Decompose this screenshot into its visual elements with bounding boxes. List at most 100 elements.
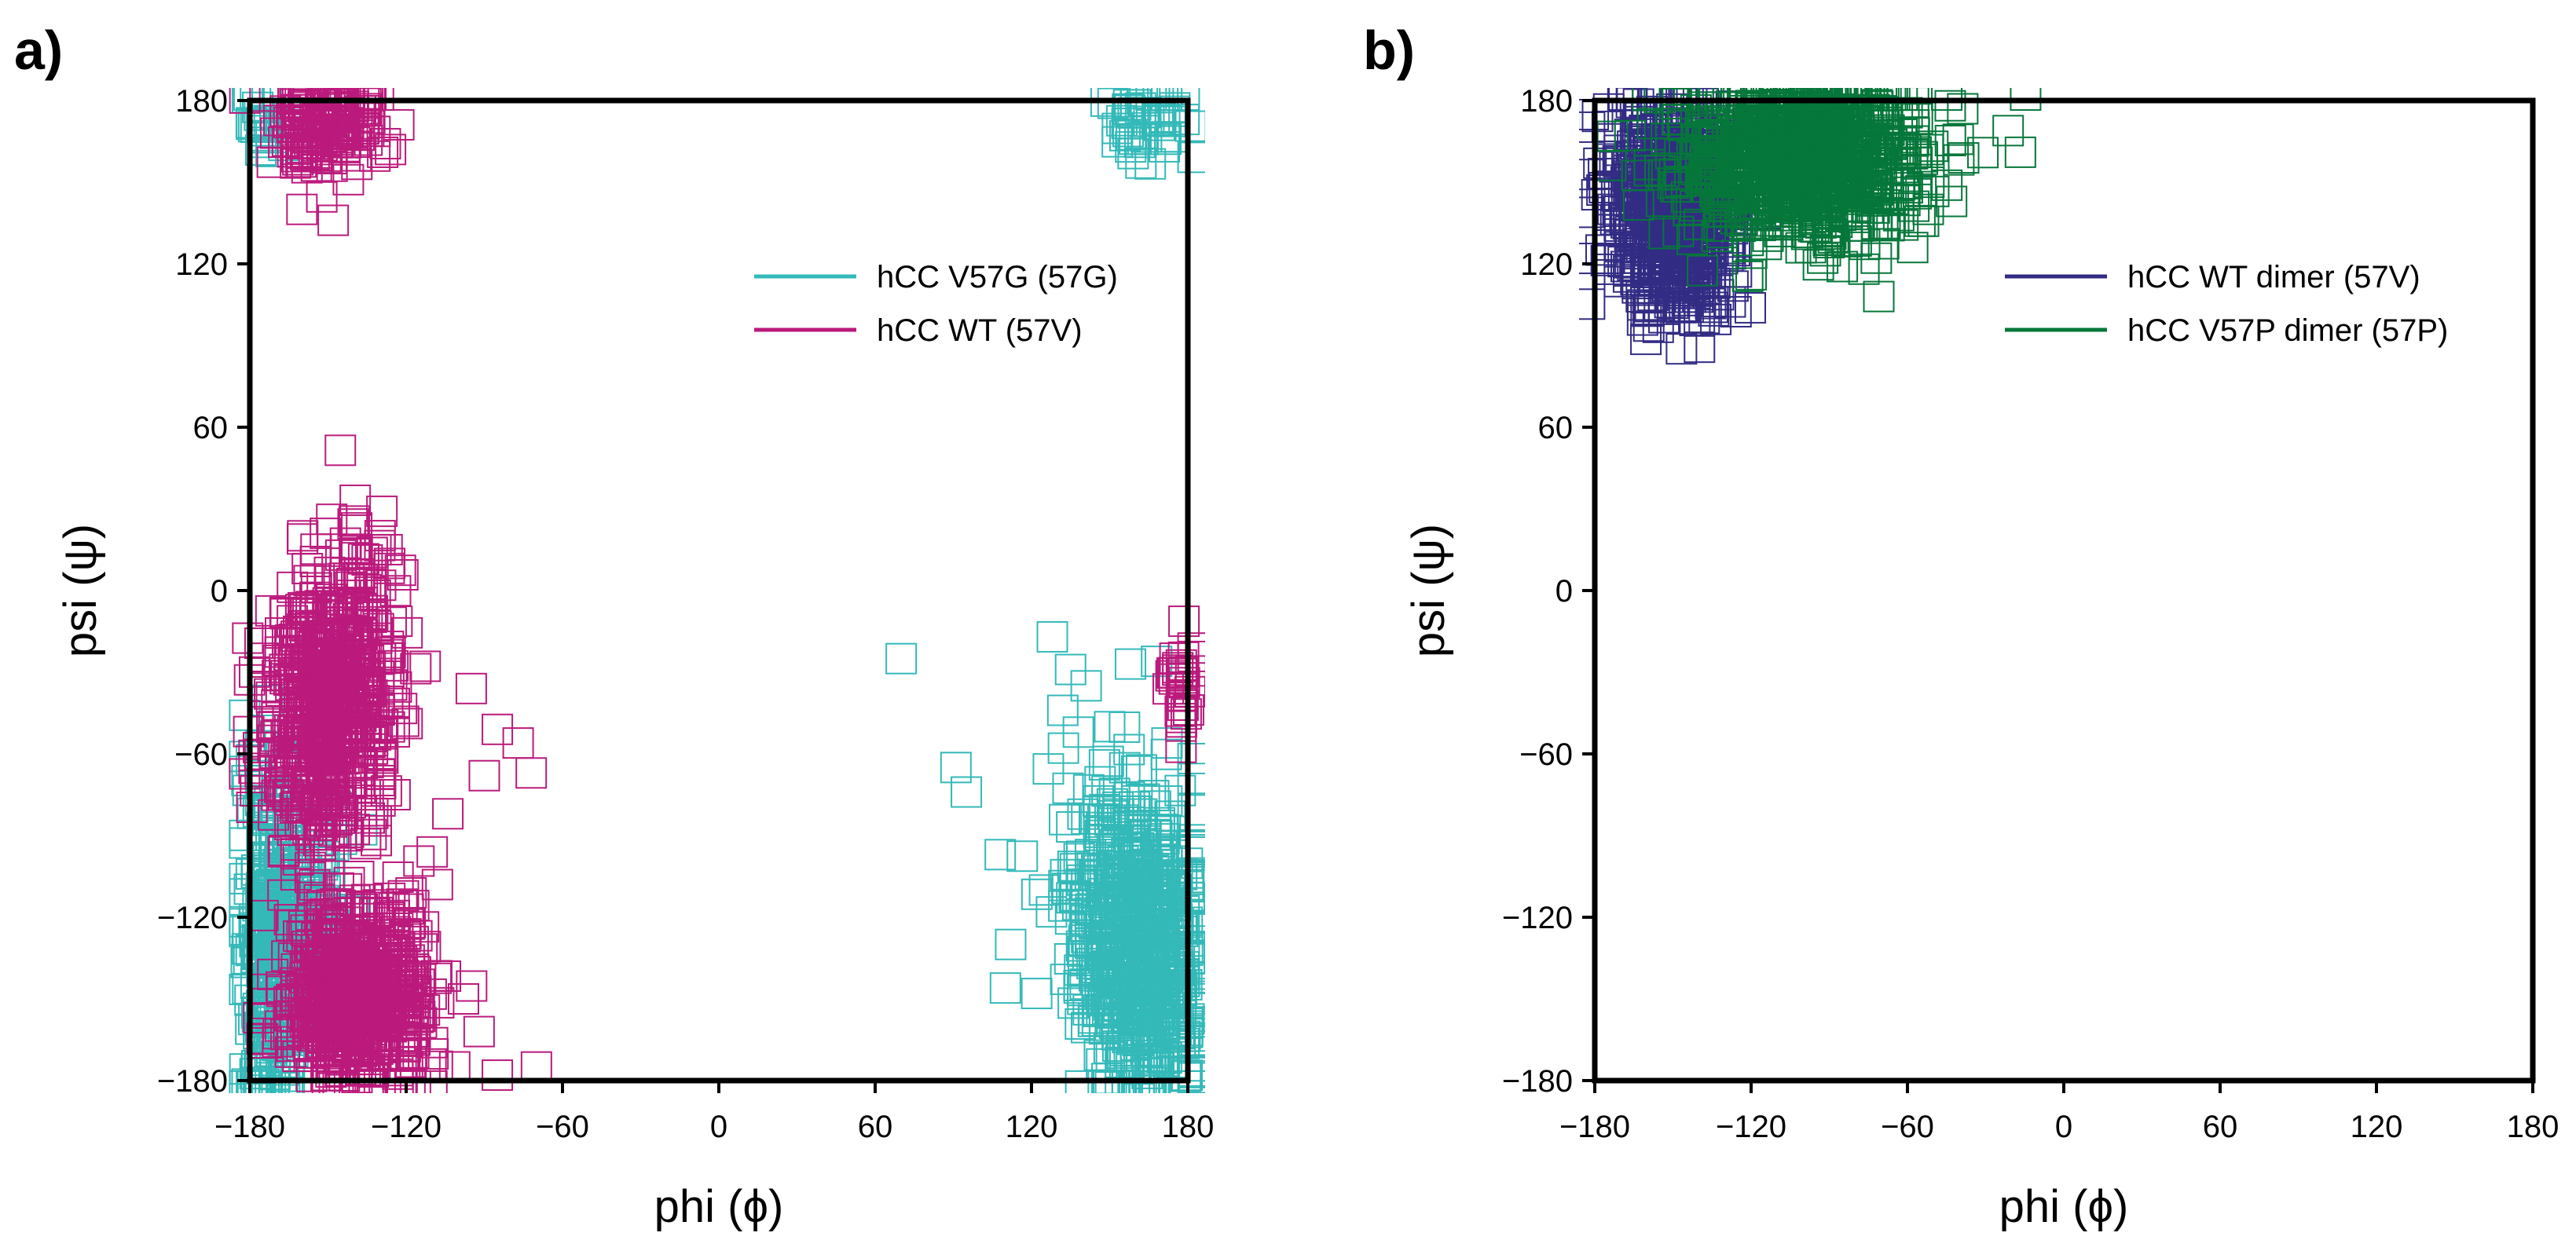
data-point [1815,218,1847,251]
data-point [1167,641,1200,673]
data-point [1813,216,1845,248]
data-point [1854,133,1886,165]
data-point [1143,891,1175,924]
data-point [1070,670,1102,702]
data-point [1901,146,1933,178]
data-point [1819,129,1852,161]
data-point [984,839,1017,871]
x-axis-title-b: phi (ϕ) [1999,1181,2129,1232]
data-point [1728,197,1760,229]
data-point [1665,291,1697,324]
data-point [1860,242,1893,274]
x-tick-label: −60 [536,1110,589,1144]
data-point [1647,159,1680,191]
data-point [269,598,302,630]
data-point [349,1011,381,1044]
data-point [1132,937,1164,969]
data-point [1166,673,1198,705]
data-point [1783,92,1815,124]
data-point [1168,88,1200,112]
data-point [1162,654,1194,686]
data-point [482,1059,514,1092]
data-point [1758,106,1790,138]
data-point [288,982,320,1015]
data-point [416,1070,448,1093]
data-point [1841,150,1873,182]
data-point [1146,814,1178,846]
panel-b: b) −180 −180 −120 −120 −60 −60 0 0 60 60 120 120 180… [1363,20,2559,1232]
data-point [300,934,332,966]
data-point [421,869,453,901]
data-point [1125,147,1157,179]
data-point [1622,188,1654,221]
data-point [1827,251,1859,283]
data-point [1897,125,1929,157]
legend-a: hCC V57G (57G) hCC WT (57V) [754,260,1118,348]
x-tick-label: −120 [371,1110,442,1144]
data-point [1745,88,1777,112]
data-point [310,130,343,163]
data-point [305,1027,337,1059]
data-point [324,662,356,694]
data-point [1684,331,1716,364]
data-point [1792,171,1824,203]
data-point [373,642,405,675]
data-point [940,752,972,784]
data-point [1934,90,1966,122]
data-point [2010,88,2042,112]
data-point [1889,134,1922,166]
data-point [355,568,387,600]
panel-label-a: a) [14,20,63,81]
data-point [317,963,350,995]
data-point [1630,324,1662,356]
data-point [1698,122,1730,154]
data-point [339,588,371,620]
data-point [322,741,354,774]
data-point [1174,110,1205,142]
data-point [1106,876,1138,909]
data-point [403,845,435,877]
data-point [321,694,354,726]
data-point [1108,939,1141,971]
data-point [283,615,315,647]
data-point [1140,814,1172,847]
data-point [1632,88,1664,112]
data-point [1744,210,1776,242]
data-point [1078,859,1110,891]
data-point [515,757,548,789]
data-point [246,811,278,843]
data-point [1891,172,1923,204]
data-point [372,902,405,934]
data-point [1620,264,1652,296]
data-point [316,1024,348,1056]
data-point [266,776,298,808]
data-point [1764,196,1797,228]
data-point [253,1019,285,1052]
data-point [1668,243,1700,275]
data-point [1686,104,1718,137]
data-point [1720,130,1752,162]
data-point [355,88,387,112]
data-point [1148,1042,1180,1074]
data-point [1177,763,1205,795]
data-point [282,738,314,770]
data-point [1717,183,1749,215]
data-point [1090,956,1123,988]
y-tick-label: 60 [193,411,229,445]
data-point [1177,1024,1205,1056]
data-point [1683,208,1715,240]
data-point [1094,902,1127,935]
data-point [438,1051,471,1083]
x-tick-label: 60 [2203,1110,2238,1144]
data-point [1032,753,1064,785]
data-point [1122,1024,1154,1056]
data-point [290,914,322,946]
data-point [1804,161,1836,193]
data-point [1136,914,1168,946]
data-point [1864,95,1896,127]
data-point [456,970,488,1002]
data-point [1794,151,1827,183]
data-point [1619,251,1651,283]
data-point [1177,834,1205,866]
data-point [1871,106,1903,138]
